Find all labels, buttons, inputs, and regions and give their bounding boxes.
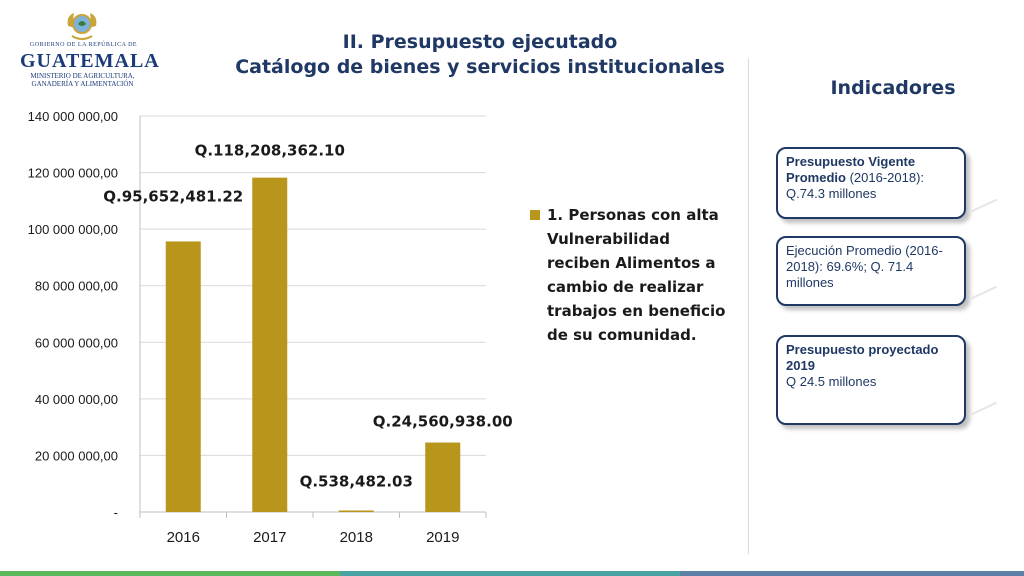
country-name: GUATEMALA	[20, 50, 160, 72]
y-tick-label: 140 000 000,00	[28, 109, 118, 124]
x-tick-label: 2019	[426, 529, 459, 546]
card3-title: Presupuesto proyectado 2019	[786, 342, 939, 373]
legend-label: 1. Personas con alta Vulnerabilidad reci…	[547, 206, 726, 344]
x-tick-label: 2016	[167, 529, 200, 546]
decorative-stroke	[968, 285, 998, 301]
indicator-card-projected-2019: Presupuesto proyectado 2019 Q 24.5 millo…	[776, 335, 966, 425]
data-label: Q.95,652,481.22	[103, 187, 243, 205]
bar-2018	[338, 510, 374, 512]
government-label: GOBIERNO DE LA REPÚBLICA DE	[29, 42, 138, 48]
decorative-stroke	[968, 401, 998, 417]
y-tick-label: 100 000 000,00	[28, 222, 118, 237]
ministry-name: MINISTERIO DE AGRICULTURA, GANADERÍA Y A…	[30, 72, 135, 88]
card2-text: Ejecución Promedio (2016-2018): 69.6%; Q…	[786, 243, 943, 290]
indicators-heading: Indicadores	[830, 77, 956, 99]
bar-2016	[165, 241, 201, 512]
card3-text: Q 24.5 millones	[786, 374, 877, 389]
vertical-divider	[748, 58, 749, 554]
data-label: Q.118,208,362.10	[195, 142, 345, 160]
y-tick-label: 120 000 000,00	[28, 166, 118, 181]
y-tick-label: 20 000 000,00	[35, 448, 118, 463]
title-line-2: Catálogo de bienes y servicios instituci…	[235, 56, 725, 78]
indicator-card-average-budget: Presupuesto Vigente Promedio (2016-2018)…	[776, 147, 966, 219]
indicator-card-average-execution: Ejecución Promedio (2016-2018): 69.6%; Q…	[776, 236, 966, 306]
bar-2017	[252, 177, 288, 512]
guatemala-logo: GOBIERNO DE LA REPÚBLICA DE GUATEMALA MI…	[20, 10, 160, 92]
data-label: Q.24,560,938.00	[373, 413, 513, 431]
legend-swatch	[530, 210, 540, 220]
decorative-stroke	[968, 198, 998, 214]
bottom-color-bar	[0, 571, 1024, 576]
card1-text: (2016-2018): Q.74.3 millones	[786, 170, 925, 201]
y-tick-label: 40 000 000,00	[35, 392, 118, 407]
x-tick-label: 2017	[253, 529, 286, 546]
y-tick-label: -	[114, 505, 118, 520]
page-title: II. Presupuesto ejecutado Catálogo de bi…	[230, 30, 730, 80]
data-label: Q.538,482.03	[300, 472, 413, 490]
title-line-1: II. Presupuesto ejecutado	[342, 31, 618, 53]
card1-title: Presupuesto Vigente Promedio	[786, 154, 916, 185]
x-tick-label: 2018	[340, 529, 373, 546]
y-tick-label: 80 000 000,00	[35, 279, 118, 294]
bar-2019	[425, 442, 461, 512]
y-tick-label: 60 000 000,00	[35, 335, 118, 350]
coat-of-arms-icon	[67, 13, 97, 40]
budget-bar-chart: - 20 000 000,00 40 000 000,00 60 000 000,00…	[28, 109, 513, 546]
